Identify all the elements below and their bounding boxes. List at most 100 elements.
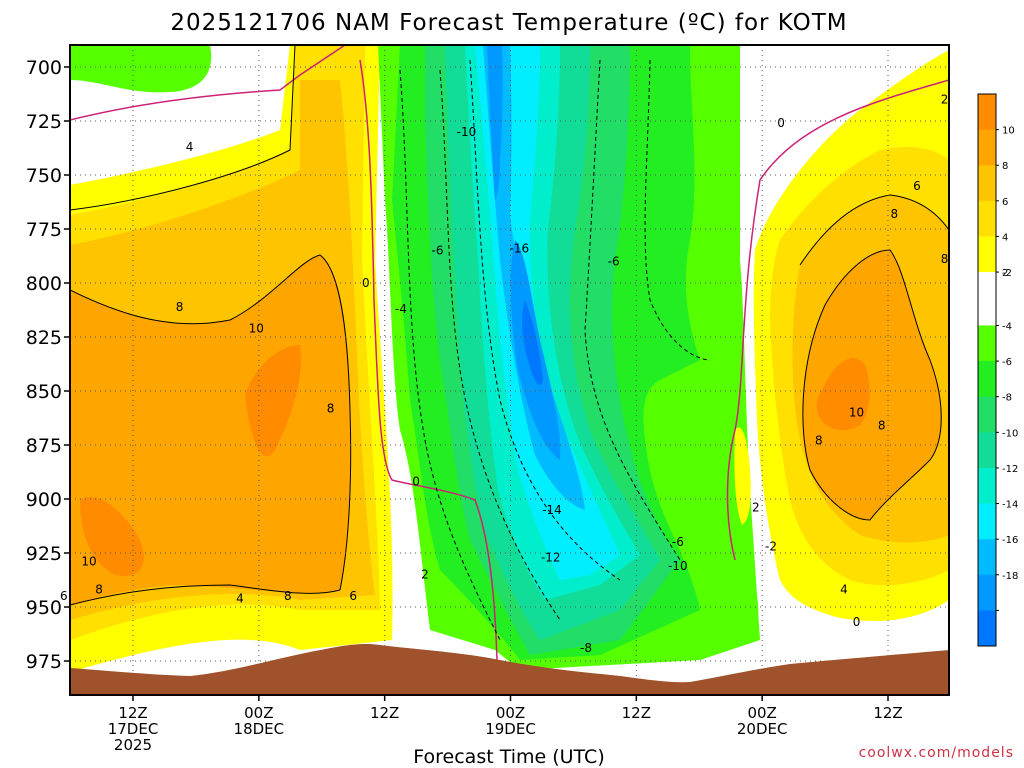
colorbar-label: -10 bbox=[1002, 428, 1018, 439]
credit-text[interactable]: coolwx.com/models bbox=[859, 745, 1014, 761]
terrain bbox=[70, 643, 949, 695]
contour-label: 10 bbox=[81, 555, 96, 569]
x-tick-label: 20DEC bbox=[737, 720, 788, 738]
x-tick-label: 00Z bbox=[496, 704, 525, 722]
colorbar: 10 8 6 4 2-2 -4 -6 -8 -10 -12 -14 -16 -18 bbox=[977, 93, 1018, 647]
region-warm-left-10b bbox=[245, 345, 301, 457]
contour-label: 6 bbox=[60, 589, 68, 603]
plot-area bbox=[70, 45, 949, 695]
colorbar-segment bbox=[978, 129, 996, 166]
colorbar-label: 8 bbox=[1002, 161, 1008, 172]
contour-solid-1 bbox=[70, 45, 296, 211]
contour-label: 8 bbox=[941, 252, 949, 266]
region-warm-left-8 bbox=[70, 255, 351, 605]
contour-label: 8 bbox=[878, 419, 886, 433]
colorbar-segment bbox=[978, 272, 996, 326]
contour-label: 10 bbox=[249, 321, 264, 335]
contour-label: 0 bbox=[412, 475, 420, 489]
region-cold-topleft bbox=[70, 45, 212, 93]
region-warm-left-10 bbox=[80, 496, 144, 576]
x-tick-label: 2025 bbox=[114, 736, 152, 754]
contour-dashed-4 bbox=[584, 59, 681, 561]
contour-label: 4 bbox=[186, 140, 194, 154]
y-tick-label: 850 bbox=[26, 381, 62, 403]
contour-label: 8 bbox=[327, 401, 335, 415]
colorbar-segment bbox=[978, 361, 996, 398]
contour-dashed-1 bbox=[399, 69, 501, 641]
colorbar-segment bbox=[978, 467, 996, 505]
contour-label: -4 bbox=[395, 302, 407, 316]
contour-label: -16 bbox=[510, 241, 530, 255]
region-cold-br1 bbox=[727, 574, 759, 644]
x-tick-label: 18DEC bbox=[234, 720, 285, 738]
y-tick-label: 825 bbox=[26, 327, 62, 349]
contour-solid-3 bbox=[70, 584, 341, 606]
colorbar-label: -4 bbox=[1002, 321, 1012, 332]
contour-labels: 0 0 0 0 2 2 2 -2 4 4 4 6 6 6 8 8 8 8 8 8 8 10 10 10 8 -4 -6 -6 -6 -8 -… bbox=[60, 92, 948, 655]
contour-label: 8 bbox=[890, 207, 898, 221]
y-tick-label: 700 bbox=[26, 57, 62, 79]
contour-label: 8 bbox=[284, 589, 292, 603]
y-tick-label: 900 bbox=[26, 489, 62, 511]
plot-frame bbox=[69, 44, 950, 696]
contour-label: 4 bbox=[236, 591, 244, 605]
contour-solid-2 bbox=[70, 254, 352, 591]
contour-label: -2 bbox=[765, 540, 777, 554]
colorbar-label: -18 bbox=[1002, 571, 1018, 582]
contour-label: 0 bbox=[777, 116, 785, 130]
region-cold-14 bbox=[483, 45, 585, 510]
y-tick-label: 950 bbox=[26, 597, 62, 619]
colorbar-segment bbox=[978, 165, 996, 202]
colorbar-segment bbox=[978, 574, 996, 611]
y-tick-label: 800 bbox=[26, 273, 62, 295]
colorbar-segment bbox=[978, 396, 996, 433]
contour-dashed-5 bbox=[644, 59, 711, 361]
colorbar-label: -8 bbox=[1002, 393, 1012, 404]
contour-zero-left bbox=[70, 45, 346, 121]
colorbar-segment bbox=[978, 503, 996, 540]
contour-label: 8 bbox=[815, 434, 823, 448]
contour-label: 8 bbox=[176, 300, 184, 314]
x-tick-label: 12Z bbox=[873, 704, 902, 722]
colorbar-label: 4 bbox=[1002, 232, 1008, 243]
contour-label: 0 bbox=[853, 615, 861, 629]
contour-label: -10 bbox=[668, 559, 688, 573]
contour-zero-center bbox=[359, 59, 498, 661]
x-tick-label: 00Z bbox=[244, 704, 273, 722]
x-tick-label: 12Z bbox=[118, 704, 147, 722]
contour-label: 10 bbox=[849, 406, 864, 420]
x-tick-label: 12Z bbox=[622, 704, 651, 722]
contour-label: -6 bbox=[432, 244, 444, 258]
contour-label: 2 bbox=[421, 568, 429, 582]
colorbar-label: -6 bbox=[1002, 357, 1012, 368]
chart-title: 2025121706 NAM Forecast Temperature (ºC)… bbox=[170, 10, 847, 36]
colorbar-label: 2 bbox=[1002, 268, 1008, 279]
colorbar-segment bbox=[978, 200, 996, 237]
colorbar-segment bbox=[978, 94, 996, 131]
colorbar-label: -14 bbox=[1002, 500, 1018, 511]
y-tick-label: 750 bbox=[26, 165, 62, 187]
colorbar-label: -12 bbox=[1002, 464, 1018, 475]
x-tick-label: 12Z bbox=[370, 704, 399, 722]
contour-solid-5 bbox=[802, 249, 942, 521]
contour-label: 2 bbox=[752, 501, 760, 515]
colorbar-segment bbox=[978, 539, 996, 576]
region-cold-12 bbox=[475, 45, 620, 580]
x-tick-label: 00Z bbox=[747, 704, 776, 722]
colorbar-label: 6 bbox=[1002, 197, 1008, 208]
contour-label: 6 bbox=[913, 179, 921, 193]
region-cold-16 bbox=[487, 45, 503, 200]
colorbar-segment bbox=[978, 610, 996, 647]
contour-dashed-2 bbox=[439, 69, 561, 621]
colorbar-label: -2 bbox=[1002, 268, 1012, 279]
contour-label: 0 bbox=[362, 276, 370, 290]
y-tick-label: 725 bbox=[26, 111, 62, 133]
contour-label: -6 bbox=[608, 254, 620, 268]
contour-label: -14 bbox=[542, 503, 562, 517]
contour-label: -12 bbox=[541, 550, 561, 564]
colorbar-frame bbox=[977, 93, 997, 647]
contour-label: -8 bbox=[580, 641, 592, 655]
region-cold-18 bbox=[522, 300, 543, 385]
